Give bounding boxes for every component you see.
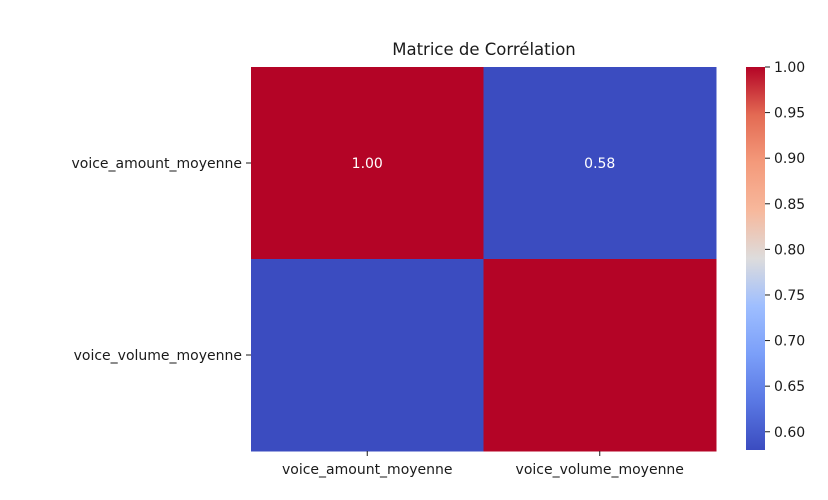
colorbar-tick-label: 0.65 [774, 379, 805, 395]
heatmap-cells [251, 67, 717, 452]
colorbar-tick-label: 0.95 [774, 106, 805, 122]
cell-annotation: 1.00 [352, 156, 383, 172]
colorbar-tick-label: 1.00 [774, 60, 805, 76]
colorbar-tick-label: 0.75 [774, 288, 805, 304]
cell-annotation: 0.58 [584, 156, 615, 172]
y-tick-label: voice_volume_moyenne [74, 348, 242, 364]
heatmap-cell [251, 259, 484, 452]
colorbar-tick-label: 0.90 [774, 151, 805, 167]
heatmap-cell [251, 67, 484, 260]
y-axis: voice_amount_moyenne voice_volume_moyenne [71, 156, 251, 364]
colorbar-tick-label: 0.60 [774, 425, 805, 441]
colorbar-tick-label: 0.70 [774, 334, 805, 350]
x-axis: voice_amount_moyenne voice_volume_moyenne [282, 451, 684, 478]
colorbar-axis: 1.00 0.95 0.90 0.85 0.80 0.75 0.70 0.65 0.60 [765, 60, 805, 441]
colorbar [746, 67, 765, 450]
heatmap-cell-labels: 1.00 0.58 [352, 156, 616, 172]
y-tick-label: voice_amount_moyenne [71, 156, 242, 172]
heatmap-cell [483, 259, 717, 452]
colorbar-tick-label: 0.80 [774, 242, 805, 258]
x-tick-label: voice_amount_moyenne [282, 462, 453, 478]
colorbar-tick-label: 0.85 [774, 197, 805, 213]
heatmap-cell [483, 67, 717, 260]
chart-title: Matrice de Corrélation [392, 40, 576, 59]
x-tick-label: voice_volume_moyenne [516, 462, 684, 478]
